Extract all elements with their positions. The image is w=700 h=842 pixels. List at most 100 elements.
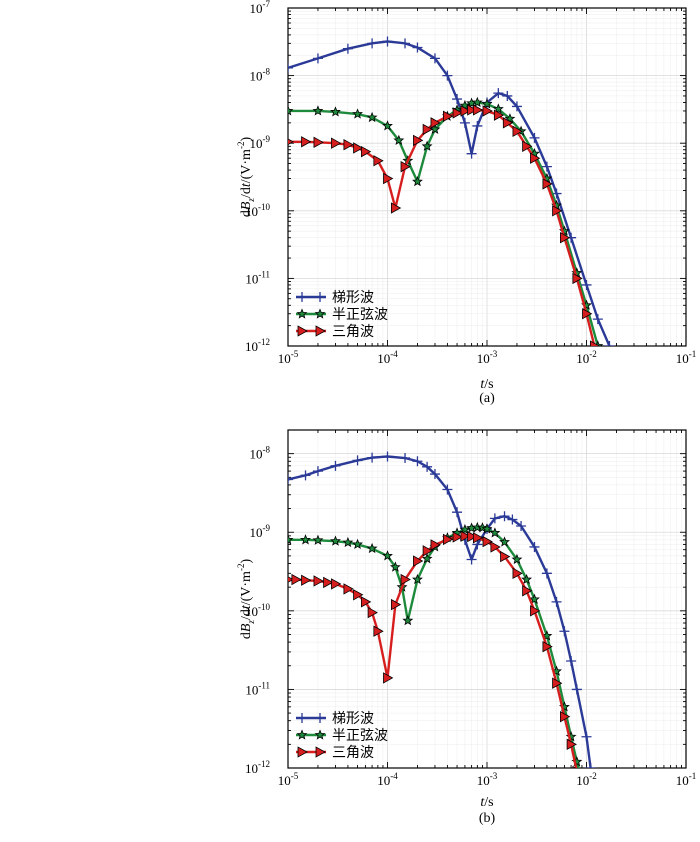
y-tick-label: 10-11: [245, 680, 270, 697]
data-point: [466, 554, 477, 565]
data-point: [511, 553, 523, 565]
x-tick-label: 10-1: [676, 349, 697, 366]
data-point: [530, 605, 541, 617]
x-tick-label: 10-2: [576, 349, 597, 366]
y-tick-label: 10-12: [245, 337, 270, 354]
data-point: [373, 625, 384, 637]
data-point: [383, 672, 394, 684]
data-point: [366, 111, 378, 123]
data-point: [330, 460, 341, 471]
legend-label: 梯形波: [332, 711, 374, 727]
data-point: [472, 532, 484, 544]
data-point: [492, 103, 504, 114]
data-point: [288, 576, 294, 583]
data-point: [493, 109, 505, 121]
data-point: [460, 530, 471, 542]
data-point: [390, 202, 402, 214]
data-point: [511, 101, 522, 112]
data-point: [443, 110, 454, 122]
data-point: [352, 108, 363, 119]
x-axis-title: t/s: [480, 795, 493, 810]
data-point: [542, 178, 553, 190]
series-group: [288, 451, 596, 797]
x-tick-label: 10-5: [278, 349, 299, 366]
data-point: [541, 568, 552, 579]
chart-panel-a: 10-5 10-4 10-3 10-2 10-1 10-12 10-11 10-10 10-9 1…: [236, 0, 696, 406]
legend-label: 三角波: [332, 745, 374, 761]
data-point: [566, 655, 577, 666]
y-tick-label: 10-8: [250, 445, 271, 462]
data-point: [312, 105, 324, 116]
data-point: [301, 136, 312, 148]
y-tick-label: 10-9: [250, 134, 271, 151]
y-tick-label: 10-11: [245, 269, 270, 286]
data-point: [342, 43, 353, 54]
data-point: [452, 94, 463, 105]
data-point: [582, 308, 593, 320]
data-point: [489, 513, 500, 524]
data-point: [589, 340, 601, 346]
data-point: [383, 172, 394, 185]
data-point: [382, 36, 393, 47]
panel-label: (a): [479, 391, 495, 406]
data-point: [452, 107, 463, 119]
data-point: [421, 140, 433, 151]
data-point: [288, 474, 293, 485]
data-point: [412, 573, 423, 585]
data-point: [442, 70, 453, 81]
data-point: [507, 514, 518, 525]
data-point: [443, 533, 454, 546]
legend-label: 梯形波: [332, 290, 374, 306]
data-point: [389, 561, 401, 572]
ticks: [287, 429, 686, 769]
data-point: [430, 539, 441, 551]
data-point: [373, 155, 384, 167]
legend-marker: [315, 713, 325, 723]
data-point: [413, 555, 424, 567]
data-point: [467, 530, 478, 543]
data-point: [288, 138, 294, 146]
data-point: [499, 536, 510, 547]
data-point: [542, 640, 553, 653]
chart-panel-b: 10-5 10-4 10-3 10-2 10-1 10-12 10-11 10-10 10-9 1…: [236, 429, 696, 826]
legend-marker: [296, 729, 308, 740]
data-point: [482, 535, 493, 548]
data-point: [393, 134, 405, 146]
data-point: [342, 536, 354, 548]
data-point: [421, 553, 433, 564]
x-tick-label: 10-4: [377, 349, 398, 366]
data-point: [572, 765, 577, 768]
data-point: [313, 575, 324, 587]
data-point: [343, 139, 354, 151]
data-point: [500, 550, 511, 563]
data-point: [382, 550, 393, 561]
data-point: [581, 731, 592, 742]
data-point: [330, 535, 341, 546]
data-point: [288, 62, 293, 73]
data-point: [400, 573, 411, 586]
data-point: [583, 787, 592, 797]
data-point: [361, 596, 372, 608]
legend-marker: [297, 713, 307, 723]
data-point: [300, 470, 311, 481]
data-point: [422, 545, 433, 557]
data-point: [312, 534, 324, 545]
data-point: [499, 511, 510, 522]
y-tick-label: 10-7: [250, 0, 271, 16]
data-point: [559, 626, 570, 637]
data-point: [481, 523, 493, 534]
data-point: [490, 541, 501, 553]
data-point: [471, 96, 483, 108]
data-point: [331, 137, 342, 149]
data-point: [585, 763, 596, 768]
data-point: [402, 614, 414, 626]
data-point: [313, 136, 324, 149]
data-point: [400, 453, 411, 464]
legend-marker: [315, 325, 326, 337]
data-point: [352, 538, 363, 550]
x-tick-label: 10-3: [477, 349, 498, 366]
data-point: [604, 341, 615, 346]
panel-label: (b): [479, 811, 496, 826]
data-point: [582, 787, 591, 795]
